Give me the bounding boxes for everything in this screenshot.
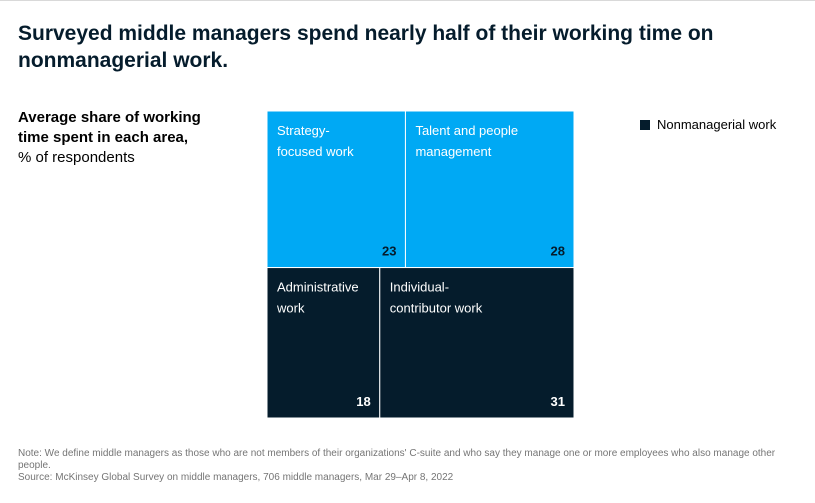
top-rule (0, 0, 815, 1)
footnote-note: Note: We define middle managers as those… (18, 448, 776, 471)
tile-label-administrative-work: Administrative work (276, 280, 359, 316)
tile-label-talent-and-people-management: Talent and people management (415, 123, 518, 159)
tile-value-strategy-focused-work: 23 (382, 244, 396, 259)
legend-label: Nonmanagerial work (657, 117, 777, 132)
footnotes: Note: We define middle managers as those… (18, 448, 808, 484)
tile-value-talent-and-people-management: 28 (551, 244, 565, 259)
tile-strategy-focused-work (266, 110, 406, 269)
subtitle-unit: % of respondents (18, 149, 135, 166)
chart-title: Surveyed middle managers spend nearly ha… (18, 22, 714, 72)
tile-label-individual-contributor-work: Individual-contributor work (390, 280, 483, 316)
tile-administrative-work (266, 267, 381, 419)
chart-subtitle: Average share of working time spent in e… (18, 108, 208, 168)
tile-talent-and-people-management (404, 110, 575, 269)
footnote-source: Source: McKinsey Global Survey on middle… (18, 472, 454, 483)
legend: Nonmanagerial work (640, 117, 776, 132)
subtitle-text: Average share of working time spent in e… (18, 109, 201, 146)
tile-value-administrative-work: 18 (356, 394, 370, 409)
tile-individual-contributor-work (379, 267, 575, 419)
legend-swatch (640, 119, 650, 130)
tile-value-individual-contributor-work: 31 (551, 394, 565, 409)
tile-label-strategy-focused-work: Strategy-focused work (277, 123, 354, 159)
